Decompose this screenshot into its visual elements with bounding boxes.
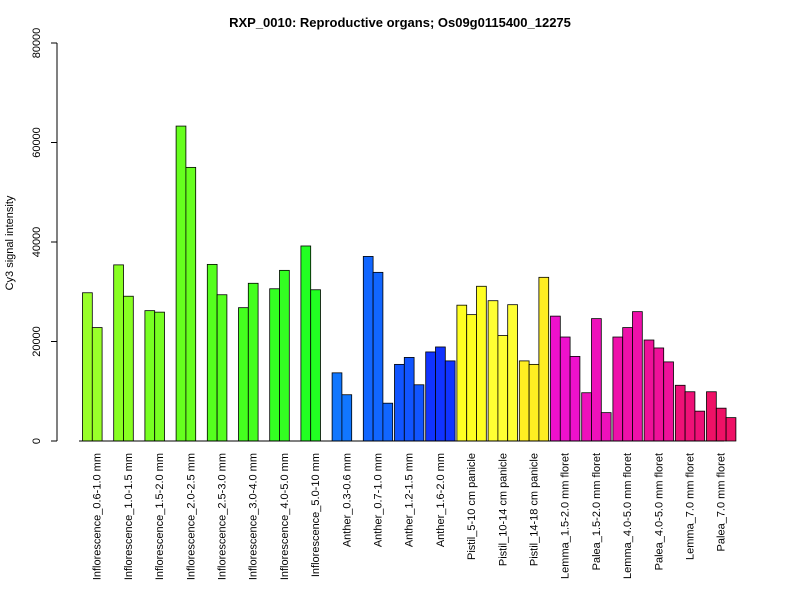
bar: [247, 282, 259, 442]
bar: [206, 263, 218, 442]
bar: [238, 307, 249, 442]
bar: [706, 391, 717, 442]
bar: [507, 304, 518, 442]
bar: [403, 357, 415, 442]
x-tick-label: Anther_0.7-1.0 mm: [373, 453, 385, 547]
x-tick-label: Inflorescence_5.0-10 mm: [310, 453, 322, 577]
x-tick-label: Inflorescence_2.0-2.5 mm: [185, 453, 197, 580]
bar: [341, 394, 353, 442]
y-axis-label: Cy3 signal intensity: [4, 195, 16, 290]
bar: [538, 276, 550, 442]
bar: [113, 264, 124, 442]
bars: [82, 125, 737, 442]
bar: [413, 384, 425, 442]
bar: [310, 289, 321, 442]
chart-title: RXP_0010: Reproductive organs; Os09g0115…: [229, 15, 571, 30]
bar: [569, 356, 581, 442]
x-tick-label: Pistil_10-14 cm panicle: [497, 453, 509, 566]
x-tick-label: Inflorescence_4.0-5.0 mm: [279, 453, 291, 580]
y-tick-label: 40000: [31, 227, 43, 258]
y-tick-label: 60000: [31, 127, 43, 158]
bar: [154, 311, 165, 442]
y-axis: 0 20000 40000 60000 80000: [31, 28, 58, 444]
bar: [518, 360, 530, 442]
bar: [382, 402, 394, 442]
bar: [185, 166, 197, 442]
bar: [269, 288, 280, 442]
x-tick-label: Palea_1.5-2.0 mm floret: [591, 453, 603, 570]
bar: [600, 412, 612, 442]
x-tick-label: Anther_0.3-0.6 mm: [341, 453, 353, 547]
bar: [715, 407, 727, 442]
bar: [612, 336, 624, 442]
bar: [425, 351, 436, 442]
bar: [694, 410, 706, 442]
bar: [725, 417, 737, 442]
bar: [300, 245, 312, 442]
x-tick-label: Inflorescence_1.5-2.0 mm: [154, 453, 166, 580]
bar: [435, 346, 446, 442]
bar: [581, 392, 592, 442]
bar: [632, 311, 643, 442]
bar: [91, 327, 103, 442]
y-tick-label: 80000: [31, 28, 43, 59]
x-tick-label: Anther_1.2-1.5 mm: [404, 453, 416, 547]
x-tick-label: Lemma_1.5-2.0 mm floret: [560, 453, 572, 579]
x-tick-label: Palea_7.0 mm floret: [716, 453, 728, 551]
x-tick-label: Inflorescence_0.6-1.0 mm: [92, 453, 104, 580]
bar: [653, 347, 665, 442]
bar: [123, 295, 134, 442]
x-tick-label: Inflorescence_2.5-3.0 mm: [217, 453, 229, 580]
x-tick-label: Pistil_5-10 cm panicle: [466, 453, 478, 560]
bar: [362, 256, 374, 442]
bar: [444, 360, 456, 442]
bar: [622, 327, 633, 442]
bar: [476, 285, 487, 442]
bar: [528, 363, 540, 442]
x-axis: Inflorescence_0.6-1.0 mm Inflorescence_1.…: [79, 440, 728, 580]
bar: [216, 294, 228, 442]
x-tick-label: Inflorescence_3.0-4.0 mm: [248, 453, 260, 580]
bar: [331, 372, 343, 442]
bar: [144, 310, 156, 442]
x-tick-label: Pistil_14-18 cm panicle: [529, 453, 541, 566]
x-tick-label: Lemma_4.0-5.0 mm floret: [622, 453, 634, 579]
bar: [175, 125, 187, 442]
bar: [279, 269, 290, 442]
bar: [559, 336, 571, 442]
bar: [456, 304, 468, 442]
x-tick-label: Lemma_7.0 mm floret: [685, 453, 697, 560]
bar: [372, 271, 384, 442]
y-tick-label: 0: [31, 438, 43, 444]
bar: [591, 318, 602, 442]
y-tick-label: 20000: [31, 326, 43, 357]
bar: [550, 315, 561, 442]
bar: [394, 363, 405, 442]
bar: [82, 292, 93, 442]
bar: [684, 391, 696, 442]
x-tick-label: Inflorescence_1.0-1.5 mm: [123, 453, 135, 580]
x-tick-label: Palea_4.0-5.0 mm floret: [653, 453, 665, 570]
bar: [663, 361, 674, 442]
bar: [643, 339, 655, 442]
x-tick-label: Anther_1.6-2.0 mm: [435, 453, 447, 547]
bar: [487, 300, 499, 442]
bar: [497, 335, 509, 442]
bar: [674, 384, 686, 442]
bar: [466, 314, 477, 442]
